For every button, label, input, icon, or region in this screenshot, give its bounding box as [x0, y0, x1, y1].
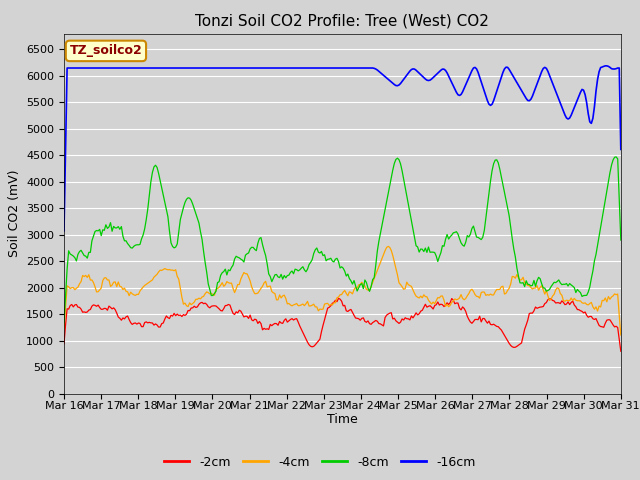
- Title: Tonzi Soil CO2 Profile: Tree (West) CO2: Tonzi Soil CO2 Profile: Tree (West) CO2: [195, 13, 490, 28]
- Legend: -2cm, -4cm, -8cm, -16cm: -2cm, -4cm, -8cm, -16cm: [159, 451, 481, 474]
- X-axis label: Time: Time: [327, 413, 358, 426]
- Y-axis label: Soil CO2 (mV): Soil CO2 (mV): [8, 170, 20, 257]
- Text: TZ_soilco2: TZ_soilco2: [70, 44, 142, 58]
